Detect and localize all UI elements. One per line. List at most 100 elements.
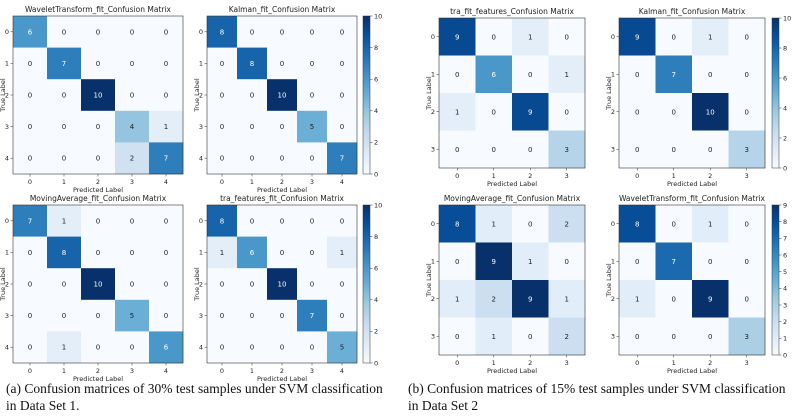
cell-value-label: 0 — [672, 220, 676, 228]
cell-value-label: 0 — [745, 258, 749, 266]
matrix-cell — [237, 16, 268, 48]
cell-value-label: 0 — [340, 217, 344, 225]
cell-value-label: 10 — [706, 108, 715, 116]
matrix-cell — [267, 205, 298, 237]
cell-value-label: 8 — [455, 220, 459, 228]
confusion-matrix-panel: MovingAverage_fit_Confusion Matrix 8 1 0 2 0 9… — [425, 194, 586, 375]
cell-value-label: 3 — [745, 146, 749, 154]
cell-value-label: 1 — [62, 344, 66, 352]
cell-value-label: 0 — [672, 108, 676, 116]
cell-value-label: 0 — [96, 28, 100, 36]
cell-value-label: 0 — [220, 281, 224, 289]
matrix-cell — [692, 317, 729, 356]
x-tick-label: 3 — [745, 359, 749, 367]
matrix-cell — [475, 280, 513, 318]
cell-value-label: 9 — [528, 108, 532, 116]
x-tick-label: 0 — [220, 178, 224, 186]
y-tick-label: 3 — [199, 123, 203, 131]
colorbar-tick-label: 1 — [783, 335, 787, 343]
matrix-cell — [13, 142, 48, 175]
cell-value-label: 10 — [278, 281, 287, 289]
y-tick-label: 2 — [431, 295, 435, 303]
y-axis-label: True Label — [0, 267, 7, 302]
cell-value-label: 7 — [672, 71, 676, 79]
cell-value-label: 8 — [250, 60, 254, 68]
colorbar-tick-label: 10 — [374, 12, 382, 20]
matrix-cell — [619, 93, 656, 131]
cell-value-label: 0 — [164, 28, 168, 36]
y-tick-label: 1 — [431, 258, 435, 266]
x-axis-label: Predicted Label — [73, 375, 123, 383]
cell-value-label: 2 — [130, 155, 134, 163]
matrix-cell — [267, 299, 298, 332]
matrix-cell — [207, 331, 238, 364]
matrix-cell — [327, 268, 358, 301]
x-axis-label: Predicted Label — [257, 186, 307, 194]
cell-value-label: 6 — [250, 249, 255, 257]
x-tick-label: 0 — [455, 359, 459, 367]
cell-value-label: 5 — [130, 312, 134, 320]
matrix-cell — [327, 47, 358, 80]
cell-value-label: 9 — [492, 258, 496, 266]
cell-value-label: 0 — [130, 249, 134, 257]
matrix-cell — [297, 236, 328, 269]
y-axis-label: True Label — [605, 263, 613, 298]
y-axis-label: True Label — [425, 263, 433, 298]
x-tick-label: 2 — [708, 359, 712, 367]
cell-value-label: 0 — [310, 28, 314, 36]
cell-value-label: 1 — [164, 123, 168, 131]
cell-value-label: 1 — [708, 220, 712, 228]
y-axis-label: True Label — [0, 78, 7, 113]
matrix-cell — [47, 205, 82, 237]
matrix-cell — [149, 205, 184, 237]
colorbar-tick-label: 4 — [783, 104, 787, 112]
cell-value-label: 0 — [672, 33, 676, 41]
matrix-cell — [267, 16, 298, 48]
cell-value-label: 0 — [28, 155, 32, 163]
matrix-cell — [327, 142, 358, 175]
matrix-cell — [13, 205, 48, 237]
cell-value-label: 8 — [635, 220, 639, 228]
cell-value-label: 0 — [340, 92, 344, 100]
y-tick-label: 1 — [611, 258, 615, 266]
y-tick-label: 2 — [5, 91, 9, 99]
x-tick-label: 3 — [310, 367, 314, 375]
cell-value-label: 0 — [250, 123, 254, 131]
cell-value-label: 0 — [492, 33, 496, 41]
cell-value-label: 0 — [28, 249, 32, 257]
cell-value-label: 0 — [28, 60, 32, 68]
cell-value-label: 0 — [455, 258, 459, 266]
colorbar-tick-label: 0 — [783, 351, 787, 359]
matrix-cell — [728, 93, 766, 131]
y-axis-label: True Label — [193, 78, 201, 113]
y-tick-label: 0 — [431, 33, 435, 41]
matrix-cell — [728, 317, 766, 356]
x-axis-label: Predicted Label — [487, 367, 537, 375]
cell-value-label: 0 — [250, 217, 254, 225]
y-tick-label: 1 — [5, 60, 9, 68]
y-tick-label: 2 — [199, 280, 203, 288]
colorbar-scale — [362, 15, 371, 175]
matrix-cell — [115, 268, 150, 301]
matrix-cell — [149, 331, 184, 364]
x-tick-label: 2 — [96, 367, 100, 375]
cell-value-label: 0 — [455, 71, 459, 79]
cell-value-label: 7 — [164, 155, 168, 163]
matrix-cell — [81, 331, 116, 364]
x-axis-label: Predicted Label — [487, 180, 537, 188]
cell-value-label: 0 — [96, 155, 100, 163]
cell-value-label: 0 — [635, 258, 639, 266]
matrix-cell — [439, 280, 476, 318]
matrix-cell — [512, 317, 549, 356]
matrix-cell — [619, 242, 656, 281]
matrix-cell — [149, 16, 184, 48]
cell-value-label: 1 — [528, 33, 532, 41]
panel-title: MovingAverage_fit_Confusion Matrix — [444, 194, 581, 203]
matrix-cell — [115, 205, 150, 237]
x-tick-label: 2 — [280, 178, 284, 186]
matrix-cell — [81, 47, 116, 80]
colorbar-tick-label: 8 — [374, 44, 378, 52]
x-tick-label: 1 — [62, 367, 66, 375]
matrix-cell — [81, 236, 116, 269]
